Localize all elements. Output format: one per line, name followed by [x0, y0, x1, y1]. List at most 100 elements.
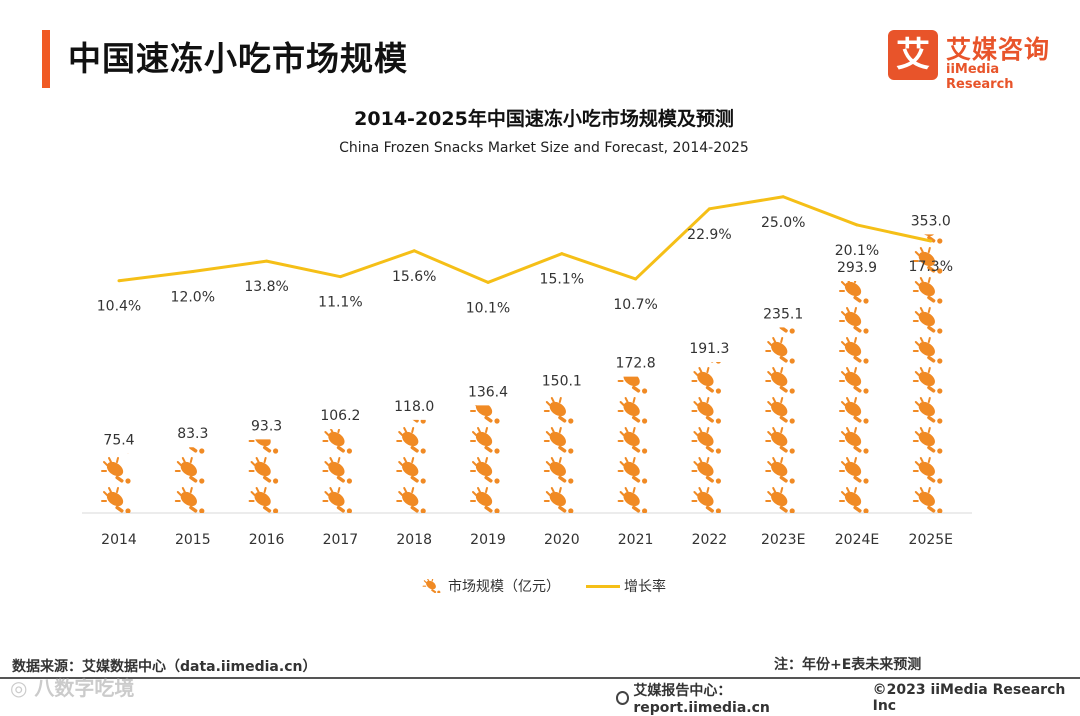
fried-snack-icon [912, 247, 943, 274]
line-point [929, 239, 933, 243]
fried-snack-icon [322, 487, 352, 513]
bar [617, 376, 648, 513]
x-tick-label: 2021 [618, 532, 654, 548]
fried-snack-icon [691, 367, 721, 394]
fried-snack-icon [470, 487, 500, 514]
bar-value-label: 136.4 [468, 384, 508, 400]
line-value-label: 15.6% [392, 269, 436, 285]
fried-snack-icon [918, 234, 943, 244]
bar-value-label: 118.0 [394, 399, 434, 415]
legend-line-swatch [586, 584, 620, 588]
fried-snack-icon [705, 361, 721, 364]
x-tick-label: 2017 [323, 532, 359, 548]
line-value-label: 10.4% [97, 299, 141, 315]
fried-snack-icon [127, 453, 129, 454]
line-value-label: 13.8% [244, 279, 288, 295]
fried-snack-icon [912, 337, 943, 364]
bar [396, 419, 426, 513]
fried-snack-icon [839, 337, 869, 364]
fried-snack-icon [617, 427, 648, 454]
fried-snack-icon [543, 457, 574, 484]
fried-snack-icon [912, 487, 943, 513]
line-point [265, 259, 269, 263]
fried-snack-icon [765, 337, 795, 364]
footer: 艾媒报告中心：report.iimedia.cn ©2023 iiMedia R… [616, 680, 1080, 716]
fried-snack-icon [174, 487, 205, 514]
line-value-label: 11.1% [318, 295, 362, 311]
bar [543, 397, 574, 513]
forecast-note: 注：年份+E表未来预测 [774, 657, 922, 673]
fried-snack-icon [101, 487, 131, 514]
fried-snack-icon [912, 457, 943, 484]
bar-value-label: 353.0 [911, 213, 951, 229]
fried-snack-icon [912, 397, 943, 424]
fried-snack-icon [543, 487, 574, 513]
brand-name-cn: 艾媒咨询 [946, 35, 1051, 64]
bar [912, 234, 943, 513]
line-value-label: 17.3% [909, 259, 953, 275]
fried-snack-icon [765, 427, 795, 454]
line-point [486, 280, 490, 284]
fried-snack-icon [912, 427, 943, 454]
line-point [117, 279, 121, 283]
brand-name-en: iiMedia Research [946, 62, 1014, 92]
title-accent-bar [42, 30, 50, 88]
legend-fried-snack-icon [422, 579, 441, 593]
fried-snack-icon [410, 419, 426, 424]
line-point [412, 249, 416, 253]
fried-snack-icon [470, 457, 500, 484]
fried-snack-icon [839, 307, 869, 334]
x-tick-label: 2025E [909, 532, 953, 548]
bar-value-label: 106.2 [320, 408, 360, 424]
fried-snack-icon [912, 367, 943, 394]
brand-logo: 艾 艾媒咨询 iiMedia Research [888, 30, 1068, 92]
fried-snack-icon [617, 376, 648, 394]
watermark: ◎ 八数字吃境 [10, 676, 135, 700]
chart-legend: 市场规模（亿元） 增长率 [420, 576, 666, 596]
line-point [855, 223, 859, 227]
line-point [338, 275, 342, 279]
legend-label-market-size: 市场规模（亿元） [448, 579, 560, 595]
bar [322, 429, 352, 513]
fried-snack-icon [422, 579, 441, 593]
fried-snack-icon [765, 367, 795, 394]
fried-snack-icon [839, 427, 869, 454]
line-point [781, 195, 785, 199]
fried-snack-icon [839, 367, 869, 394]
fried-snack-icon [248, 487, 279, 513]
fried-snack-icon [248, 457, 279, 484]
fried-snack-icon [543, 427, 574, 454]
x-tick-label: 2014 [101, 532, 137, 548]
fried-snack-icon [779, 327, 795, 334]
x-tick-label: 2015 [175, 532, 211, 548]
footer-divider [0, 677, 1080, 679]
fried-snack-icon [839, 397, 869, 424]
fried-snack-icon [839, 280, 869, 304]
chart-subtitle: China Frozen Snacks Market Size and Fore… [339, 140, 749, 156]
fried-snack-icon [912, 307, 943, 334]
globe-icon [616, 691, 630, 705]
fried-snack-icon [765, 457, 795, 484]
bar-value-label: 235.1 [763, 306, 803, 322]
fried-snack-icon [839, 487, 869, 514]
fried-snack-icon [470, 405, 500, 424]
fried-snack-icon [470, 427, 500, 454]
fried-snack-icon [691, 457, 721, 484]
x-tick-label: 2018 [396, 532, 432, 548]
bar [174, 447, 205, 514]
line-value-label: 20.1% [835, 243, 879, 259]
fried-snack-icon [101, 457, 131, 484]
bar-value-label: 191.3 [689, 341, 729, 357]
bar [248, 439, 279, 513]
fried-snack-icon [617, 487, 648, 513]
footer-report-link[interactable]: 艾媒报告中心：report.iimedia.cn [633, 683, 770, 716]
line-point [707, 207, 711, 211]
data-source: 数据来源：艾媒数据中心（data.iimedia.cn） [12, 659, 317, 675]
x-tick-label: 2019 [470, 532, 506, 548]
bar [470, 405, 500, 514]
fried-snack-icon [396, 487, 426, 513]
x-tick-label: 2024E [835, 532, 879, 548]
x-tick-label: 2022 [692, 532, 728, 548]
fried-snack-icon [617, 397, 648, 424]
bar-value-label: 172.8 [616, 356, 656, 372]
